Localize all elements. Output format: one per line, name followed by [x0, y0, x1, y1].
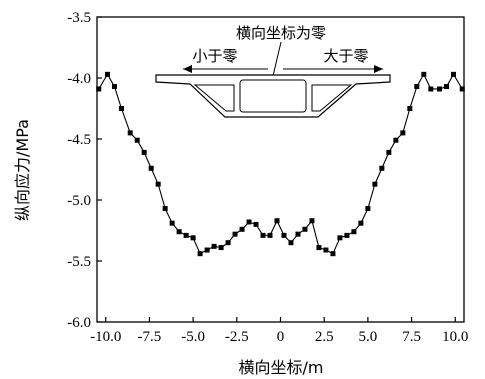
cross-section-inset: 横向坐标为零 小于零 大于零	[155, 24, 391, 118]
data-point	[393, 137, 399, 143]
data-point	[111, 84, 117, 90]
x-axis-ticks: -10.0 -7.5 -5.0 -2.5 0 2.5 5.0 7.5 10.0	[90, 317, 468, 345]
section-outline	[155, 74, 391, 118]
data-point	[437, 86, 443, 92]
series-layer	[96, 71, 465, 257]
x-tick-label: -7.5	[138, 329, 162, 345]
data-point	[253, 221, 259, 227]
data-point	[218, 245, 224, 251]
data-point	[197, 251, 203, 257]
data-point	[323, 247, 329, 253]
y-tick-label: -3.5	[67, 10, 91, 26]
data-point	[246, 219, 252, 225]
data-point	[288, 240, 294, 246]
x-tick-label: 2.5	[315, 329, 334, 345]
data-point	[260, 232, 266, 238]
x-tick-label: 10.0	[442, 329, 468, 345]
left-cell	[193, 84, 235, 112]
y-tick-label: -4.5	[67, 132, 91, 148]
data-point	[337, 235, 343, 241]
data-point	[141, 149, 147, 155]
data-point	[459, 86, 465, 92]
y-axis-ticks: -3.5 -4.0 -4.5 -5.0 -5.5 -6.0	[67, 10, 102, 331]
inset-title: 横向坐标为零	[236, 24, 326, 42]
y-tick-label: -5.0	[67, 193, 91, 209]
data-point	[365, 206, 371, 212]
data-point	[118, 106, 124, 111]
data-point	[351, 229, 357, 235]
data-point	[344, 232, 350, 238]
inset-left-label: 小于零	[192, 47, 237, 65]
data-point	[204, 247, 210, 253]
data-point	[225, 240, 231, 246]
data-point	[372, 181, 378, 187]
y-tick-label: -4.0	[67, 71, 91, 87]
data-point	[428, 86, 434, 92]
data-point	[379, 165, 385, 171]
series-line	[98, 73, 463, 255]
data-point	[295, 231, 301, 237]
data-point	[127, 130, 133, 136]
data-point	[176, 229, 182, 235]
data-point	[309, 218, 315, 224]
x-tick-label: -10.0	[90, 329, 121, 345]
data-point	[148, 165, 154, 171]
data-point	[386, 149, 392, 155]
x-tick-label: 5.0	[359, 329, 378, 345]
data-point	[232, 231, 238, 237]
data-point	[414, 84, 420, 90]
data-point	[211, 243, 217, 249]
y-tick-label: -6.0	[67, 315, 91, 331]
data-point	[451, 71, 457, 77]
data-point	[162, 206, 168, 212]
data-point	[302, 226, 308, 232]
data-point	[330, 251, 336, 257]
data-point	[134, 137, 140, 143]
left-arrowhead	[183, 65, 192, 73]
right-cell	[311, 84, 353, 112]
data-point	[274, 218, 280, 224]
data-point	[267, 232, 273, 238]
inset-pointer-line	[272, 41, 282, 77]
data-point	[239, 226, 245, 232]
data-point	[169, 220, 175, 226]
y-axis-label: 纵向应力/MPa	[13, 119, 32, 221]
data-point	[407, 106, 413, 111]
data-point	[96, 86, 102, 92]
data-point	[183, 232, 189, 238]
data-point	[155, 181, 161, 187]
x-tick-label: -2.5	[225, 329, 249, 345]
data-point	[104, 71, 110, 77]
right-arrowhead	[374, 65, 383, 73]
data-point	[281, 232, 287, 238]
y-tick-label: -5.5	[67, 254, 91, 270]
data-point	[444, 84, 450, 90]
inset-right-label: 大于零	[323, 47, 368, 65]
x-axis-label: 横向坐标/m	[239, 358, 324, 377]
data-point	[400, 130, 406, 136]
data-point	[190, 235, 196, 241]
x-tick-label: 0	[277, 329, 285, 345]
data-point	[421, 71, 427, 77]
x-tick-label: -5.0	[181, 329, 205, 345]
data-point	[316, 245, 322, 251]
middle-cell	[239, 79, 307, 113]
x-tick-label: 7.5	[402, 329, 421, 345]
data-point	[358, 220, 364, 226]
